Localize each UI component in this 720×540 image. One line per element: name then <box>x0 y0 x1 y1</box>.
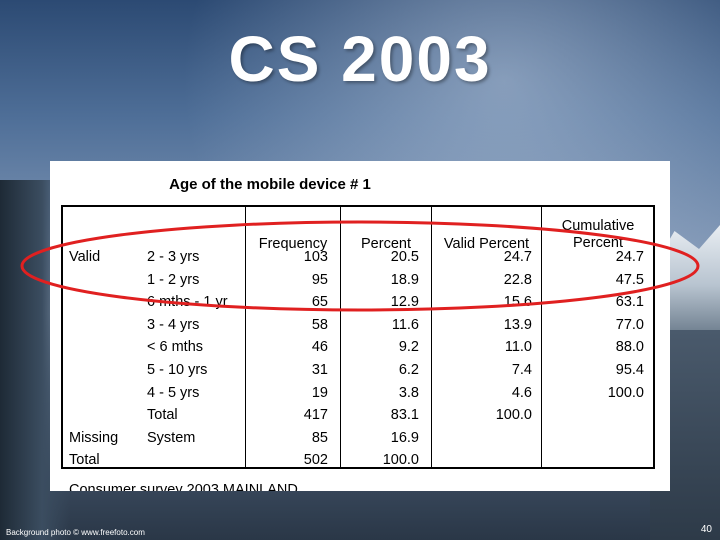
table-cell-group: Total <box>69 452 100 469</box>
table-cell-percent: 16.9 <box>390 429 419 446</box>
table-cell-frequency: 58 <box>311 316 328 333</box>
survey-source: Consumer survey 2003 MAINLAND <box>69 482 298 491</box>
table-cell-percent: 3.8 <box>398 384 419 401</box>
table-cell-cumulative: 77.0 <box>615 316 644 333</box>
table-cell-label: 4 - 5 yrs <box>147 384 200 401</box>
table-title: Age of the mobile device # 1 <box>169 176 371 193</box>
table-cell-cumulative: 24.7 <box>615 249 644 265</box>
table-cell-frequency: 31 <box>311 362 328 378</box>
table-cell-group: Valid <box>69 249 101 265</box>
table-cell-group: Missing <box>69 429 119 446</box>
table-cell-valid-percent: 13.9 <box>503 316 532 333</box>
table-cell-valid-percent: 11.0 <box>504 339 532 356</box>
table-cell-label: 1 - 2 yrs <box>147 271 200 288</box>
table-cell-label: < 6 mths <box>147 339 204 356</box>
table-cell-valid-percent: 100.0 <box>495 407 532 424</box>
table-cell-percent: 12.9 <box>390 294 419 311</box>
table-cell-label: 6 mths - 1 yr <box>147 294 228 311</box>
table-cell-frequency: 46 <box>311 339 328 356</box>
table-cell-frequency: 19 <box>311 384 328 401</box>
column-divider <box>541 205 542 469</box>
table-cell-percent: 20.5 <box>390 249 419 265</box>
column-divider <box>431 205 432 469</box>
table-cell-label: 3 - 4 yrs <box>147 316 200 333</box>
table-cell-frequency: 65 <box>311 294 328 311</box>
table-cell-label: Total <box>147 407 178 424</box>
header-cumulative: Cumulative <box>561 218 635 234</box>
table-panel: Age of the mobile device # 1 Frequency P… <box>50 161 670 491</box>
column-divider <box>245 205 246 469</box>
table-cell-valid-percent: 24.7 <box>503 249 532 265</box>
photo-credit: Background photo © www.freefoto.com <box>6 528 145 537</box>
table-frame <box>61 205 655 469</box>
table-cell-valid-percent: 22.8 <box>503 271 532 288</box>
table-cell-percent: 100.0 <box>382 452 419 469</box>
table-cell-cumulative: 47.5 <box>615 271 644 288</box>
table-cell-frequency: 417 <box>303 407 328 424</box>
table-cell-percent: 6.2 <box>398 362 419 378</box>
table-cell-cumulative: 63.1 <box>615 294 644 311</box>
table-cell-frequency: 85 <box>311 429 328 446</box>
table-cell-cumulative: 100.0 <box>607 384 644 401</box>
table-cell-cumulative: 95.4 <box>615 362 644 378</box>
column-divider <box>340 205 341 469</box>
table-cell-percent: 83.1 <box>390 407 419 424</box>
table-cell-percent: 11.6 <box>391 316 419 333</box>
slide-title: CS 2003 <box>228 23 492 95</box>
table-cell-label: 5 - 10 yrs <box>147 362 208 378</box>
table-cell-label: 2 - 3 yrs <box>147 249 200 265</box>
table-cell-valid-percent: 4.6 <box>511 384 532 401</box>
table-cell-valid-percent: 7.4 <box>511 362 532 378</box>
table-cell-frequency: 502 <box>303 452 328 469</box>
table-cell-percent: 9.2 <box>398 339 419 356</box>
table-cell-percent: 18.9 <box>390 271 419 288</box>
table-cell-cumulative: 88.0 <box>615 339 644 356</box>
page-number: 40 <box>700 524 712 535</box>
table-cell-label: System <box>147 429 196 446</box>
table-cell-frequency: 103 <box>303 249 328 265</box>
table-cell-valid-percent: 15.6 <box>503 294 532 311</box>
table-cell-frequency: 95 <box>311 271 328 288</box>
